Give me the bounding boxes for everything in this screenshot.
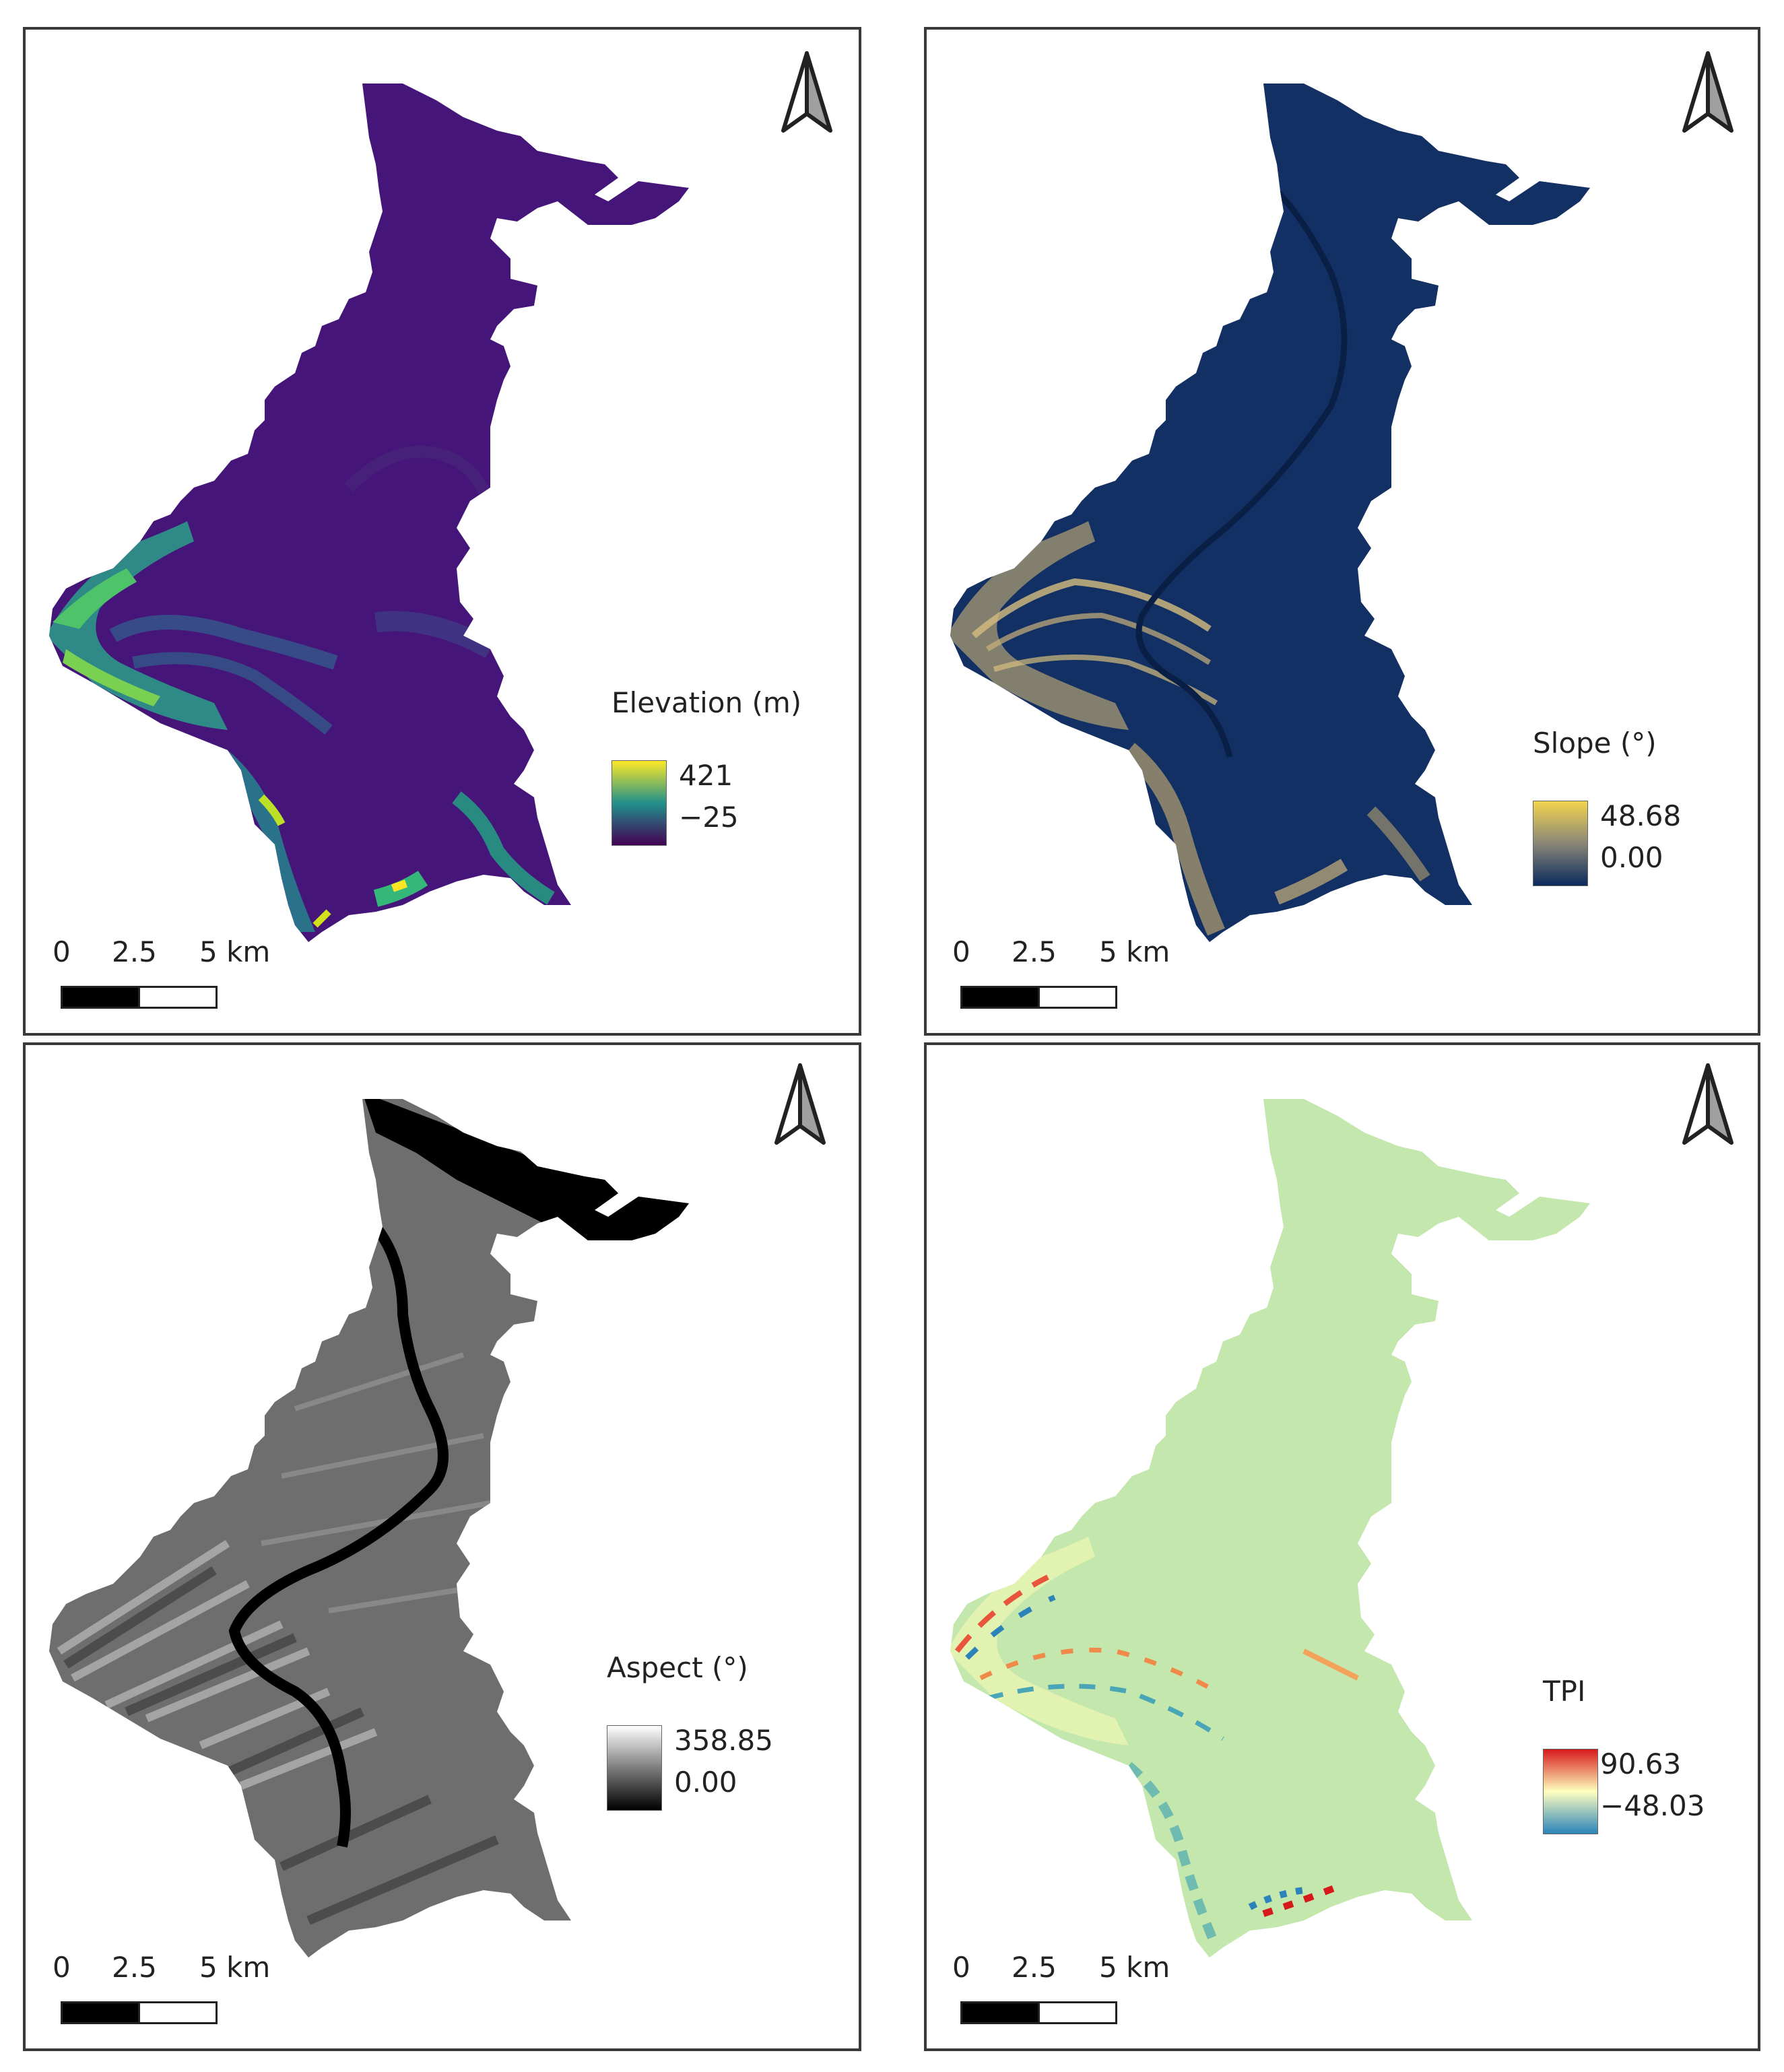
legend-max-value: 421 <box>679 759 733 792</box>
legend-max-value: 48.68 <box>1600 799 1682 832</box>
scale-segment <box>1038 986 1117 1009</box>
scale-tick: 2.5 <box>1012 1951 1057 1984</box>
scale-tick: 2.5 <box>112 1951 157 1984</box>
scale-segment <box>960 986 1040 1009</box>
map-panel-slope: Slope (°) 48.68 0.00 0 2.5 5 km <box>924 27 1760 1036</box>
north-arrow-icon <box>777 46 851 141</box>
scale-segment <box>61 2001 140 2024</box>
map-panel-elevation: Elevation (m) 421 −25 0 2.5 5 km <box>23 27 861 1036</box>
elevation-map <box>49 83 689 942</box>
scale-segment <box>138 2001 218 2024</box>
legend-title: Elevation (m) <box>612 686 802 719</box>
legend-title: TPI <box>1543 1675 1586 1708</box>
scale-tick: 2.5 <box>1012 935 1057 968</box>
scale-tick: 5 km <box>1099 935 1170 968</box>
aspect-map <box>49 1099 689 1958</box>
scale-segment <box>960 2001 1040 2024</box>
north-arrow-icon <box>770 1059 844 1153</box>
legend-max-value: 358.85 <box>674 1724 773 1757</box>
legend-max-value: 90.63 <box>1600 1747 1682 1780</box>
color-ramp <box>607 1725 662 1811</box>
north-arrow-icon <box>1678 46 1752 141</box>
map-panel-aspect: Aspect (°) 358.85 0.00 0 2.5 5 km <box>23 1042 861 2051</box>
color-ramp <box>1543 1749 1598 1834</box>
scale-segment <box>1038 2001 1117 2024</box>
legend-min-value: −48.03 <box>1600 1789 1705 1822</box>
scale-tick: 5 km <box>1099 1951 1170 1984</box>
legend-min-value: 0.00 <box>1600 841 1663 874</box>
color-ramp <box>1533 801 1588 886</box>
north-arrow-icon <box>1678 1059 1752 1153</box>
scale-tick: 2.5 <box>112 935 157 968</box>
scale-tick: 5 km <box>199 1951 271 1984</box>
slope-map <box>950 83 1590 942</box>
legend-title: Slope (°) <box>1533 727 1657 760</box>
legend-title: Aspect (°) <box>607 1651 748 1684</box>
legend-min-value: −25 <box>679 801 739 834</box>
scale-tick: 0 <box>952 935 970 968</box>
scale-tick: 5 km <box>199 935 271 968</box>
scale-segment <box>61 986 140 1009</box>
tpi-map <box>950 1099 1590 1958</box>
scale-tick: 0 <box>53 1951 71 1984</box>
scale-tick: 0 <box>952 1951 970 1984</box>
color-ramp <box>612 760 667 846</box>
scale-tick: 0 <box>53 935 71 968</box>
map-panel-tpi: TPI 90.63 −48.03 0 2.5 5 km <box>924 1042 1760 2051</box>
legend-min-value: 0.00 <box>674 1766 737 1799</box>
scale-segment <box>138 986 218 1009</box>
